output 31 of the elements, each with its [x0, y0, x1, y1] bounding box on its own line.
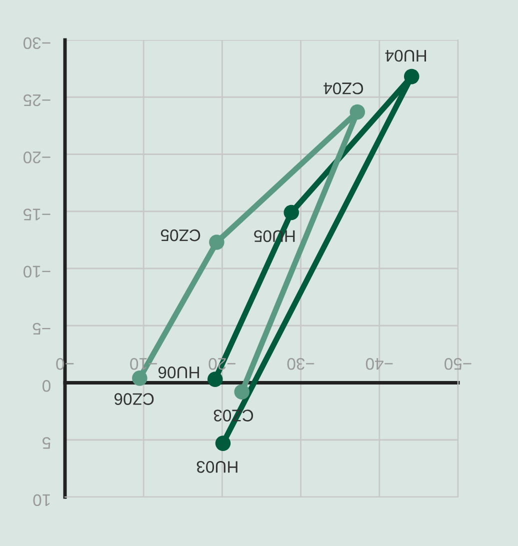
point: [234, 384, 250, 400]
y-tick-label: −25: [24, 94, 50, 106]
point: [284, 204, 300, 220]
x-tick-label: −40: [366, 358, 393, 370]
y-tick-label: −20: [23, 152, 50, 164]
y-tick-label: 0: [42, 380, 50, 392]
annotation: HU04: [385, 50, 426, 62]
x-tick-label: −10: [130, 358, 157, 370]
annotation: CZ06: [114, 393, 154, 405]
annotation: CZ03: [214, 410, 254, 422]
y-tick-label: −30: [23, 37, 50, 50]
annotation: HU05: [254, 230, 295, 242]
annotation: HU03: [196, 461, 238, 473]
x-tick-label: −30: [287, 358, 314, 370]
annotation: HU06: [158, 366, 199, 378]
annotation: CZ05: [160, 229, 200, 242]
point: [209, 234, 224, 250]
point: [350, 104, 366, 120]
point: [132, 370, 148, 386]
y-tick-label: 10: [33, 494, 50, 506]
x-tick-label: −50: [444, 358, 472, 370]
y-tick-label: −15: [24, 208, 50, 220]
annotation: CZ04: [324, 82, 364, 94]
y-tick-label: −10: [23, 266, 50, 278]
x-tick-label: −0: [56, 358, 74, 370]
point: [404, 68, 420, 84]
point: [207, 372, 223, 387]
y-tick-label: −5: [32, 322, 50, 335]
point: [215, 436, 231, 451]
y-tick-label: 5: [42, 437, 50, 449]
x-tick-label: −20: [208, 358, 236, 370]
